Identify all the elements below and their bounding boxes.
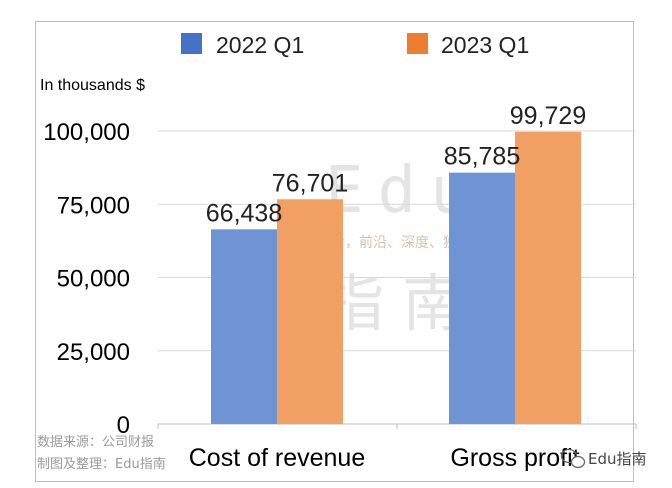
y-tick-label: 0 <box>117 412 130 439</box>
wechat-icon <box>560 448 586 469</box>
y-tick-label: 75,000 <box>57 192 130 219</box>
data-label-gross-profit-2022-q1: 85,785 <box>444 143 520 171</box>
editor-credit: 制图及整理：Edu指南 <box>37 456 166 472</box>
legend-label-2022-q1: 2022 Q1 <box>216 32 304 58</box>
unit-label: In thousands $ <box>40 77 145 94</box>
legend-swatch-2023-q1 <box>407 33 428 54</box>
y-tick-label: 50,000 <box>57 266 130 293</box>
y-tick-label: 25,000 <box>57 339 130 366</box>
source-credit: 数据来源：公司财报 <box>37 435 154 450</box>
legend-label-2023-q1: 2023 Q1 <box>441 32 529 58</box>
bar-cost-of-revenue-2023-q1 <box>277 199 343 424</box>
bar-gross-profit-2023-q1 <box>515 131 581 424</box>
bar-cost-of-revenue-2022-q1 <box>211 229 277 424</box>
wechat-badge: Edu指南 <box>560 448 647 469</box>
bar-gross-profit-2022-q1 <box>449 172 515 424</box>
badge-label: Edu指南 <box>588 450 647 468</box>
data-label-cost-of-revenue-2023-q1: 76,701 <box>272 169 348 197</box>
y-tick-label: 100,000 <box>43 119 130 146</box>
x-category-label: Cost of revenue <box>189 444 366 472</box>
watermark-name: 指南 <box>322 267 482 340</box>
legend-swatch-2022-q1 <box>181 33 202 54</box>
watermark-brand: Edu <box>325 154 483 228</box>
chart-frame <box>35 21 634 482</box>
x-category-label: Gross profit <box>450 444 579 472</box>
data-label-cost-of-revenue-2022-q1: 66,438 <box>206 199 282 227</box>
data-label-gross-profit-2023-q1: 99,729 <box>510 102 586 130</box>
